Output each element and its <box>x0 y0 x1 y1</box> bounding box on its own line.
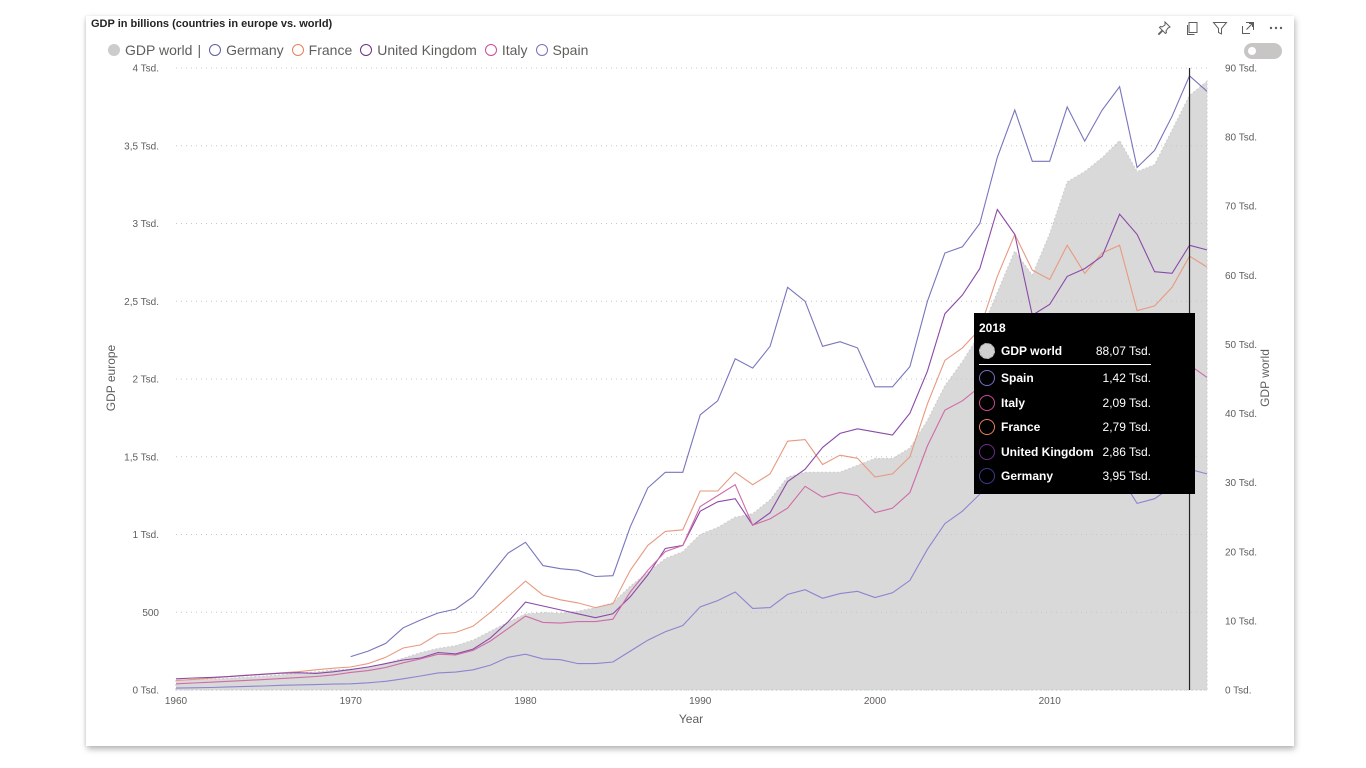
visual-title: GDP in billions (countries in europe vs.… <box>91 18 333 30</box>
more-options-icon[interactable] <box>1268 20 1284 36</box>
visual-header-icons <box>1156 20 1284 36</box>
tooltip-series-value: 2,79 Tsd. <box>1102 420 1151 434</box>
x-axis-tick-label: 1980 <box>514 696 537 707</box>
y-axis-tick-label: 3,5 Tsd. <box>124 141 159 152</box>
x-axis-tick-label: 1960 <box>165 696 188 707</box>
legend-marker <box>108 44 120 56</box>
tooltip-marker <box>979 370 995 386</box>
chart-card: GDP in billions (countries in europe vs.… <box>86 16 1294 746</box>
toggle-knob <box>1248 47 1256 55</box>
pin-icon[interactable] <box>1156 20 1172 36</box>
legend-separator: | <box>197 42 202 58</box>
legend-item-gdp-world[interactable]: GDP world <box>108 42 192 58</box>
tooltip-marker <box>979 468 995 484</box>
legend-label: Spain <box>552 42 589 58</box>
y-axis-tick-label: 2,5 Tsd. <box>124 297 159 308</box>
x-axis-tick-label: 2000 <box>864 696 887 707</box>
y2-axis-tick-label: 10 Tsd. <box>1225 616 1257 627</box>
series-area-gdp-world <box>175 80 1208 691</box>
tooltip-divider <box>979 364 1151 365</box>
tooltip-row: Spain 1,42 Tsd. <box>979 368 1151 388</box>
y2-axis-tick-label: 30 Tsd. <box>1225 478 1257 489</box>
y-axis-tick-label: 1,5 Tsd. <box>124 452 159 463</box>
legend-item-germany[interactable]: Germany <box>209 42 284 58</box>
legend-item-italy[interactable]: Italy <box>484 42 528 58</box>
tooltip-series-name: France <box>1001 420 1041 434</box>
legend-item-spain[interactable]: Spain <box>535 42 589 58</box>
legend-marker <box>291 44 304 56</box>
tooltip-row: United Kingdom 2,86 Tsd. <box>979 442 1151 462</box>
series-line-france <box>175 233 1208 681</box>
legend-marker <box>209 44 222 56</box>
tooltip-series-name: Spain <box>1001 371 1034 385</box>
tooltip-series-name: GDP world <box>1001 344 1063 358</box>
tooltip-series-value: 2,86 Tsd. <box>1102 444 1151 459</box>
legend-marker <box>535 44 548 56</box>
y-axis-title: GDP europe <box>104 344 118 411</box>
tooltip-marker <box>979 419 995 435</box>
x-axis-tick-label: 1990 <box>689 696 712 707</box>
y-axis-tick-label: 0 Tsd. <box>133 686 160 697</box>
legend-label: United Kingdom <box>377 42 477 58</box>
tooltip-row: Germany 3,95 Tsd. <box>979 466 1151 486</box>
x-axis-title: Year <box>679 712 703 726</box>
y-axis-tick-label: 1 Tsd. <box>133 530 160 541</box>
y-axis-tick-label: 500 <box>142 608 159 619</box>
y2-axis-tick-label: 90 Tsd. <box>1225 64 1257 75</box>
line-chart: 0 Tsd. 500 1 Tsd. 1,5 Tsd. 2 Tsd. 2,5 Tsd. 3 T… <box>104 64 1272 727</box>
series-line-germany <box>350 74 1208 658</box>
legend-marker <box>484 44 497 56</box>
tooltip-year: 2018 <box>979 321 1006 335</box>
legend-label: France <box>308 42 353 58</box>
tooltip: 2018 GDP world 88,07 Tsd. Spain 1,42 Tsd. It… <box>974 313 1195 494</box>
legend-marker <box>360 44 373 56</box>
tooltip-series-value: 2,09 Tsd. <box>1102 395 1151 410</box>
tooltip-row: France 2,79 Tsd. <box>979 417 1151 437</box>
filter-icon[interactable] <box>1212 20 1228 36</box>
tooltip-series-value: 1,42 Tsd. <box>1102 371 1151 385</box>
y2-axis-tick-label: 50 Tsd. <box>1225 340 1257 351</box>
toggle-switch[interactable] <box>1244 43 1282 59</box>
copy-icon[interactable] <box>1184 20 1200 36</box>
tooltip-marker <box>979 343 995 359</box>
y-axis-tick-label: 2 Tsd. <box>133 375 160 386</box>
y-axis-tick-label: 4 Tsd. <box>133 64 160 75</box>
y2-axis-title: GDP world <box>1258 349 1272 407</box>
y2-axis-tick-label: 20 Tsd. <box>1225 547 1257 558</box>
tooltip-row: Italy 2,09 Tsd. <box>979 393 1151 413</box>
tooltip-series-value: 88,07 Tsd. <box>1095 344 1151 358</box>
tooltip-series-name: Italy <box>1001 395 1026 410</box>
tooltip-row: GDP world 88,07 Tsd. <box>979 341 1151 361</box>
legend-label: Germany <box>226 42 284 58</box>
x-axis-tick-label: 2010 <box>1039 696 1062 707</box>
y2-axis-tick-label: 70 Tsd. <box>1225 202 1257 213</box>
y2-axis-tick-label: 0 Tsd. <box>1225 686 1252 697</box>
legend: GDP world | Germany France United Kingdom Ita… <box>108 42 596 58</box>
tooltip-marker <box>979 394 995 411</box>
legend-label: Italy <box>501 42 528 58</box>
x-axis-tick-label: 1970 <box>340 696 363 707</box>
tooltip-series-name: Germany <box>1001 469 1054 483</box>
focus-mode-icon[interactable] <box>1240 20 1256 36</box>
tooltip-series-value: 3,95 Tsd. <box>1102 469 1151 483</box>
legend-item-france[interactable]: France <box>291 42 353 58</box>
y2-axis-tick-label: 80 Tsd. <box>1225 133 1257 144</box>
legend-label: GDP world <box>125 42 193 58</box>
y2-axis-tick-label: 40 Tsd. <box>1225 409 1257 420</box>
y-axis-tick-label: 3 Tsd. <box>133 219 160 230</box>
tooltip-marker <box>979 443 995 460</box>
legend-item-united-kingdom[interactable]: United Kingdom <box>360 42 477 58</box>
tooltip-series-name: United Kingdom <box>1001 444 1094 459</box>
y2-axis-tick-label: 60 Tsd. <box>1225 271 1257 282</box>
